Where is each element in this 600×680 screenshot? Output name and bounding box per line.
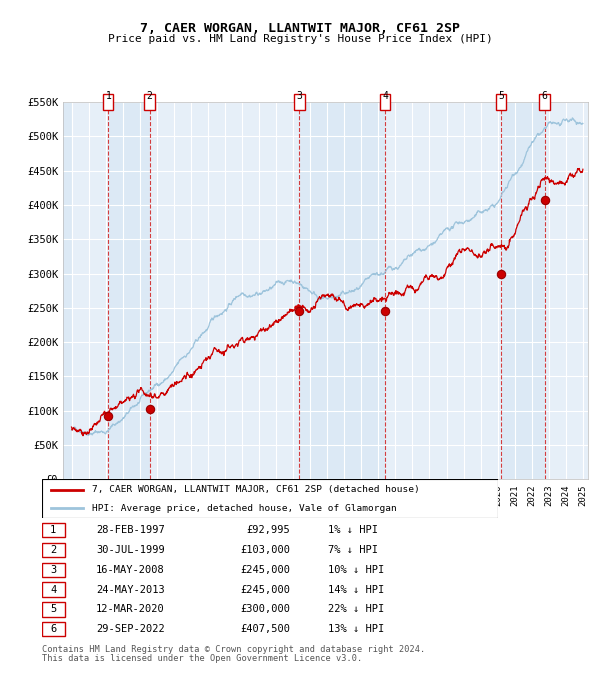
- FancyBboxPatch shape: [42, 543, 65, 557]
- Text: 22% ↓ HPI: 22% ↓ HPI: [328, 605, 385, 615]
- Text: 12-MAR-2020: 12-MAR-2020: [96, 605, 165, 615]
- Text: 3: 3: [296, 91, 302, 101]
- Text: 2: 2: [50, 545, 56, 555]
- Text: 10% ↓ HPI: 10% ↓ HPI: [328, 565, 385, 575]
- Text: 1% ↓ HPI: 1% ↓ HPI: [328, 525, 378, 535]
- Text: 28-FEB-1997: 28-FEB-1997: [96, 525, 165, 535]
- FancyBboxPatch shape: [295, 94, 305, 110]
- Text: 7, CAER WORGAN, LLANTWIT MAJOR, CF61 2SP (detached house): 7, CAER WORGAN, LLANTWIT MAJOR, CF61 2SP…: [92, 486, 420, 494]
- Text: 29-SEP-2022: 29-SEP-2022: [96, 624, 165, 634]
- Text: £407,500: £407,500: [241, 624, 290, 634]
- Text: 3: 3: [50, 565, 56, 575]
- Text: Price paid vs. HM Land Registry's House Price Index (HPI): Price paid vs. HM Land Registry's House …: [107, 34, 493, 44]
- Text: 24-MAY-2013: 24-MAY-2013: [96, 585, 165, 594]
- FancyBboxPatch shape: [539, 94, 550, 110]
- Text: £92,995: £92,995: [247, 525, 290, 535]
- Text: 30-JUL-1999: 30-JUL-1999: [96, 545, 165, 555]
- Bar: [71, 102, 109, 479]
- FancyBboxPatch shape: [42, 602, 65, 617]
- Text: 13% ↓ HPI: 13% ↓ HPI: [328, 624, 385, 634]
- Text: 7, CAER WORGAN, LLANTWIT MAJOR, CF61 2SP: 7, CAER WORGAN, LLANTWIT MAJOR, CF61 2SP: [140, 22, 460, 35]
- Text: 5: 5: [50, 605, 56, 615]
- FancyBboxPatch shape: [42, 622, 65, 636]
- Text: 4: 4: [382, 91, 388, 101]
- FancyBboxPatch shape: [380, 94, 390, 110]
- Text: 1: 1: [50, 525, 56, 535]
- Text: 6: 6: [542, 91, 547, 101]
- Text: 1: 1: [106, 91, 111, 101]
- Text: £245,000: £245,000: [241, 585, 290, 594]
- Text: 4: 4: [50, 585, 56, 594]
- Text: 7% ↓ HPI: 7% ↓ HPI: [328, 545, 378, 555]
- Text: 5: 5: [498, 91, 504, 101]
- FancyBboxPatch shape: [145, 94, 155, 110]
- Text: 14% ↓ HPI: 14% ↓ HPI: [328, 585, 385, 594]
- Bar: [149, 102, 299, 479]
- Text: 2: 2: [146, 91, 152, 101]
- FancyBboxPatch shape: [42, 583, 65, 597]
- Text: £103,000: £103,000: [241, 545, 290, 555]
- Text: This data is licensed under the Open Government Licence v3.0.: This data is licensed under the Open Gov…: [42, 654, 362, 663]
- FancyBboxPatch shape: [496, 94, 506, 110]
- Text: £245,000: £245,000: [241, 565, 290, 575]
- Text: £300,000: £300,000: [241, 605, 290, 615]
- FancyBboxPatch shape: [42, 523, 65, 537]
- FancyBboxPatch shape: [103, 94, 113, 110]
- Text: 16-MAY-2008: 16-MAY-2008: [96, 565, 165, 575]
- Text: Contains HM Land Registry data © Crown copyright and database right 2024.: Contains HM Land Registry data © Crown c…: [42, 645, 425, 653]
- Text: 6: 6: [50, 624, 56, 634]
- Bar: [385, 102, 501, 479]
- FancyBboxPatch shape: [42, 479, 498, 518]
- Text: HPI: Average price, detached house, Vale of Glamorgan: HPI: Average price, detached house, Vale…: [92, 504, 397, 513]
- FancyBboxPatch shape: [42, 562, 65, 577]
- Bar: [545, 102, 592, 479]
